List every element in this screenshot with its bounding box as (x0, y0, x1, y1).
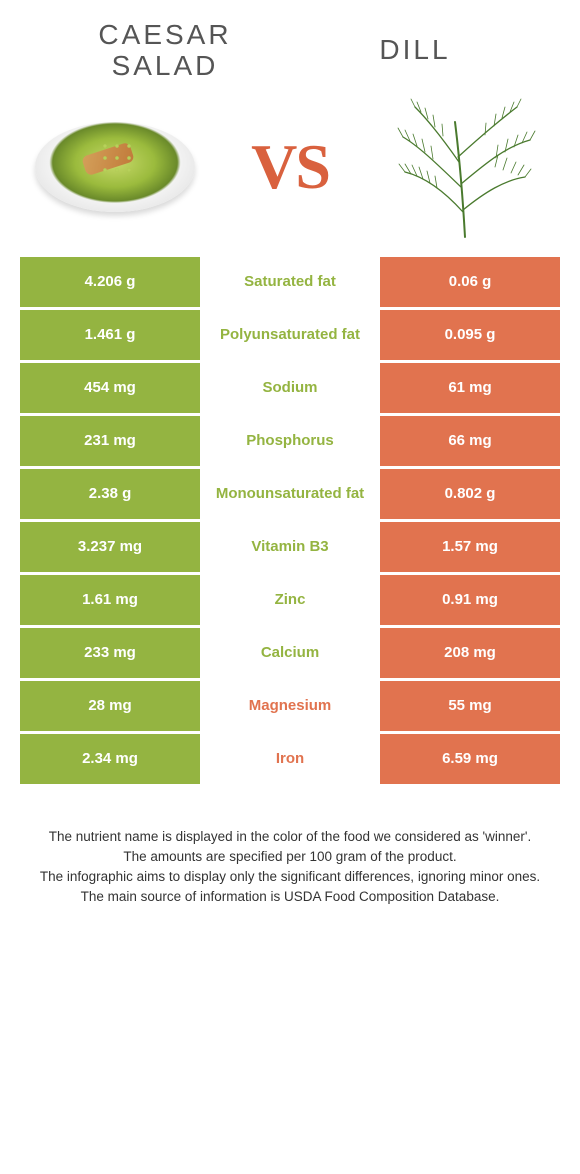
right-value: 0.802 g (380, 469, 560, 519)
left-value: 1.61 mg (20, 575, 200, 625)
left-value: 231 mg (20, 416, 200, 466)
dill-image (380, 102, 550, 232)
nutrient-label: Zinc (200, 575, 380, 625)
nutrient-label: Iron (200, 734, 380, 784)
nutrient-label: Saturated fat (200, 257, 380, 307)
table-row: 28 mgMagnesium55 mg (20, 681, 560, 731)
footnote-line: The nutrient name is displayed in the co… (35, 827, 545, 847)
left-food-title: Caesar salad (40, 20, 290, 82)
table-row: 231 mgPhosphorus66 mg (20, 416, 560, 466)
table-row: 1.61 mgZinc0.91 mg (20, 575, 560, 625)
right-value: 0.095 g (380, 310, 560, 360)
nutrient-label: Polyunsaturated fat (200, 310, 380, 360)
left-value: 28 mg (20, 681, 200, 731)
comparison-table: 4.206 gSaturated fat0.06 g1.461 gPolyuns… (20, 257, 560, 784)
right-value: 208 mg (380, 628, 560, 678)
right-value: 61 mg (380, 363, 560, 413)
nutrient-label: Monounsaturated fat (200, 469, 380, 519)
left-value: 1.461 g (20, 310, 200, 360)
right-value: 6.59 mg (380, 734, 560, 784)
left-value: 2.38 g (20, 469, 200, 519)
header: Caesar salad Dill (0, 0, 580, 92)
nutrient-label: Phosphorus (200, 416, 380, 466)
right-value: 1.57 mg (380, 522, 560, 572)
vs-label: VS (251, 130, 329, 204)
images-row: VS (0, 92, 580, 257)
table-row: 1.461 gPolyunsaturated fat0.095 g (20, 310, 560, 360)
right-value: 0.91 mg (380, 575, 560, 625)
table-row: 454 mgSodium61 mg (20, 363, 560, 413)
footnote-line: The main source of information is USDA F… (35, 887, 545, 907)
right-food-title: Dill (290, 35, 540, 66)
left-value: 233 mg (20, 628, 200, 678)
left-value: 4.206 g (20, 257, 200, 307)
nutrient-label: Magnesium (200, 681, 380, 731)
nutrient-label: Vitamin B3 (200, 522, 380, 572)
left-value: 3.237 mg (20, 522, 200, 572)
table-row: 4.206 gSaturated fat0.06 g (20, 257, 560, 307)
left-value: 454 mg (20, 363, 200, 413)
footnote-line: The infographic aims to display only the… (35, 867, 545, 887)
footnotes: The nutrient name is displayed in the co… (0, 787, 580, 908)
nutrient-label: Sodium (200, 363, 380, 413)
footnote-line: The amounts are specified per 100 gram o… (35, 847, 545, 867)
right-value: 66 mg (380, 416, 560, 466)
left-value: 2.34 mg (20, 734, 200, 784)
nutrient-label: Calcium (200, 628, 380, 678)
caesar-salad-image (30, 102, 200, 232)
right-value: 55 mg (380, 681, 560, 731)
right-value: 0.06 g (380, 257, 560, 307)
table-row: 3.237 mgVitamin B31.57 mg (20, 522, 560, 572)
table-row: 2.38 gMonounsaturated fat0.802 g (20, 469, 560, 519)
table-row: 2.34 mgIron6.59 mg (20, 734, 560, 784)
table-row: 233 mgCalcium208 mg (20, 628, 560, 678)
